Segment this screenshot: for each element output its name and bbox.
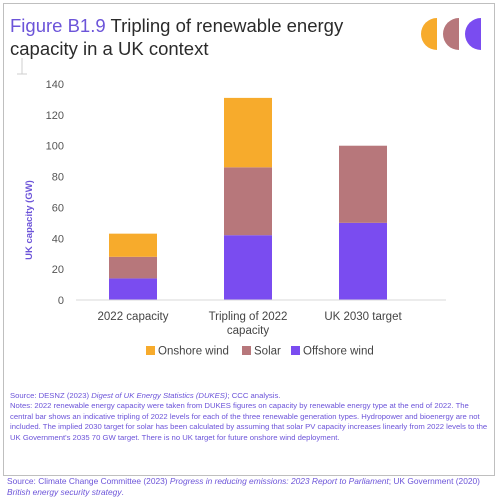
- legend-swatch: [242, 346, 251, 355]
- x-axis-labels: 2022 capacity Tripling of 2022 capacity UK …: [98, 311, 403, 337]
- legend: Onshore wind Solar Offshore wind: [146, 346, 374, 358]
- legend-label: Solar: [254, 346, 281, 358]
- source-line: Source: DESNZ (2023) Digest of UK Energy…: [10, 391, 490, 401]
- bar-segment-offshore-wind: [339, 222, 387, 300]
- bar-segment-solar: [224, 167, 272, 236]
- footer-prefix: Source: Climate Change Committee (2023): [7, 476, 170, 486]
- figure-title: Figure B1.9 Tripling of renewable energy…: [10, 14, 410, 60]
- x-tick-label: Tripling of 2022 capacity: [209, 311, 288, 337]
- y-tick-label: 40: [52, 233, 64, 245]
- x-tick-label: UK 2030 target: [324, 311, 402, 323]
- bar-segment-solar: [339, 145, 387, 223]
- y-tick-label: 60: [52, 202, 64, 214]
- bar-segment-solar: [109, 256, 157, 279]
- footer-suffix: .: [121, 486, 124, 497]
- y-tick-label: 20: [52, 264, 64, 276]
- y-axis-label: UK capacity (GW): [24, 180, 35, 260]
- y-tick-label: 0: [58, 295, 64, 307]
- figure-title-text: Tripling of renewable energy capacity in…: [10, 15, 344, 59]
- bar-segment-onshore-wind: [224, 97, 272, 168]
- footer-middle: ; UK Government (2020): [388, 476, 480, 486]
- bars: [109, 97, 387, 300]
- stacked-bar-chart: UK capacity (GW) 0 20 40 60 80 100 120 140 2022…: [17, 58, 446, 358]
- logo-orange-shape: [421, 18, 437, 50]
- y-tick-label: 100: [46, 141, 64, 153]
- ccc-logo-icon: [421, 18, 481, 50]
- bar-segment-onshore-wind: [109, 233, 157, 257]
- footer-title-2: British energy security strategy: [7, 486, 122, 497]
- bar-segment-offshore-wind: [109, 278, 157, 300]
- source-suffix: ; CCC analysis.: [227, 391, 281, 400]
- notes-text: Notes: 2022 renewable energy capacity we…: [10, 401, 488, 442]
- source-title: Digest of UK Energy Statistics (DUKES): [91, 391, 228, 400]
- y-tick-label: 140: [46, 79, 64, 91]
- logo-rose-shape: [443, 18, 459, 50]
- bar-segment-offshore-wind: [224, 235, 272, 300]
- figure-label: Figure B1.9: [10, 15, 106, 36]
- y-tick-label: 80: [52, 172, 64, 184]
- logo-purple-shape: [465, 18, 481, 50]
- legend-label: Onshore wind: [158, 346, 229, 358]
- x-tick-label: 2022 capacity: [98, 311, 169, 323]
- footer-title-1: Progress in reducing emissions: 2023 Rep…: [169, 476, 389, 486]
- legend-swatch: [146, 346, 155, 355]
- legend-swatch: [291, 346, 300, 355]
- y-tick-label: 120: [46, 110, 64, 122]
- figure-frame: [3, 3, 495, 476]
- chart-notes: Source: DESNZ (2023) Digest of UK Energy…: [10, 391, 490, 443]
- y-axis-ticks: 0 20 40 60 80 100 120 140: [46, 79, 64, 307]
- source-prefix: Source: DESNZ (2023): [10, 391, 92, 400]
- figure-footer: Source: Climate Change Committee (2023) …: [7, 476, 493, 497]
- legend-label: Offshore wind: [303, 346, 374, 358]
